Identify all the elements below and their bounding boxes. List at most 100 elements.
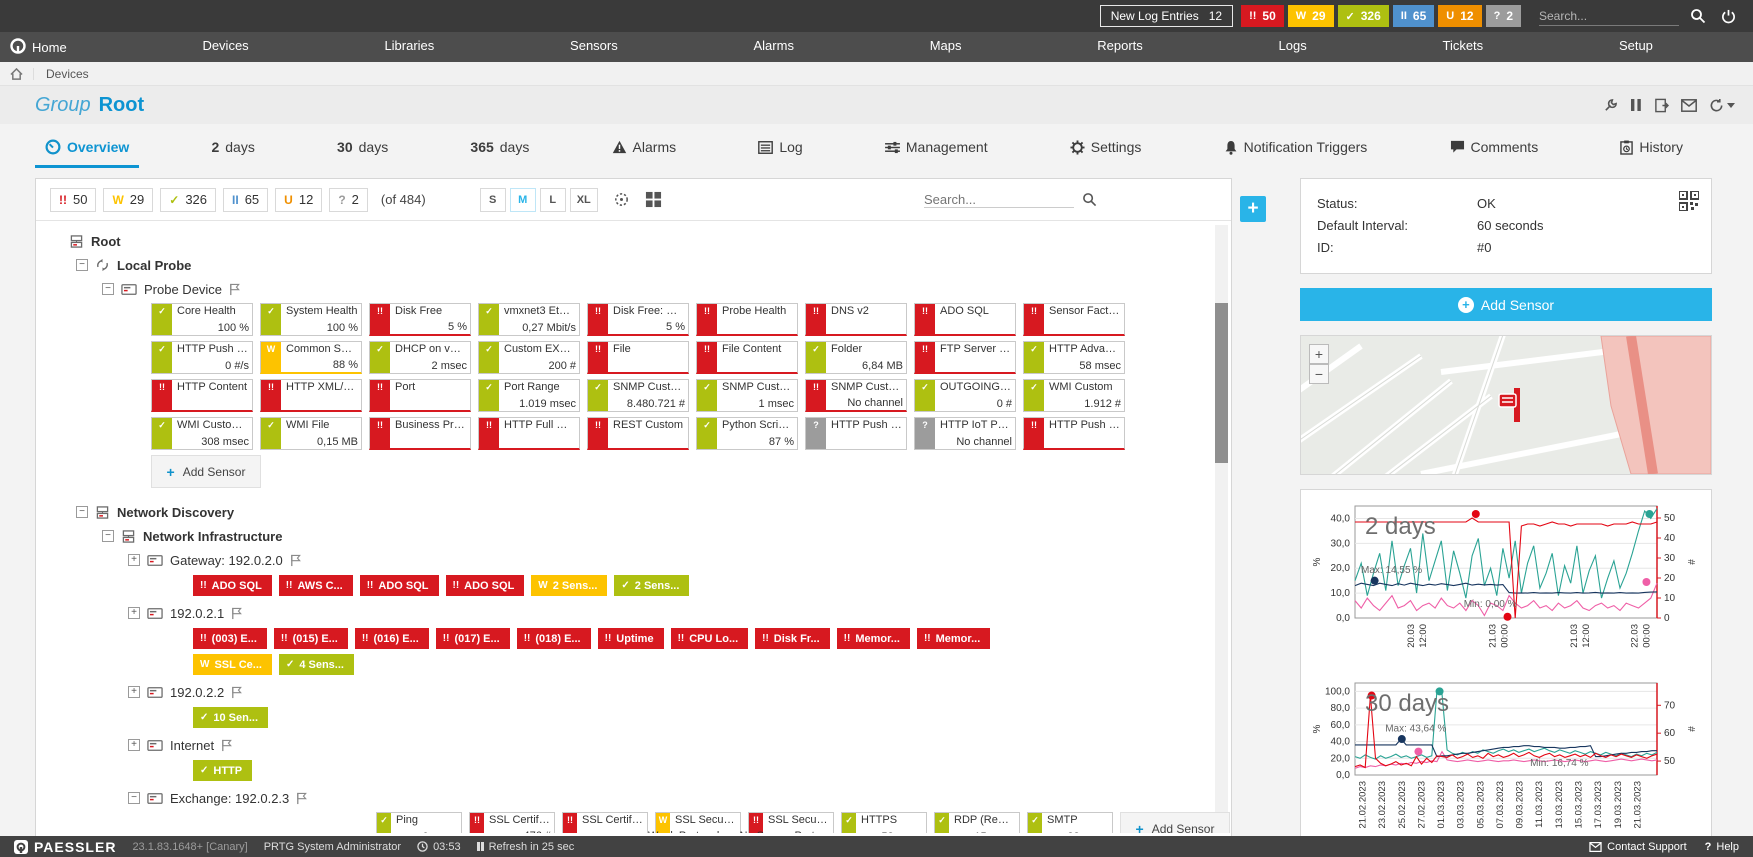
sensor-tile[interactable]: !! Disk Free 5 % bbox=[369, 303, 471, 336]
sensor-tile[interactable]: ✓ SMTP 23 msec bbox=[1027, 812, 1113, 833]
size-button-xl[interactable]: XL bbox=[569, 187, 598, 212]
tree-scrollbar-thumb[interactable] bbox=[1215, 303, 1228, 463]
sensor-tile[interactable]: !! File Content bbox=[696, 341, 798, 374]
tree-toggle-collapse[interactable]: − bbox=[102, 283, 114, 295]
sensor-chip[interactable]: !! Disk Fr... bbox=[755, 628, 830, 649]
tree-node-label[interactable]: Local Probe bbox=[117, 257, 192, 273]
sensor-tile[interactable]: ✓ RDP (Remote ... 15 msec bbox=[934, 812, 1020, 833]
logged-in-user[interactable]: PRTG System Administrator bbox=[263, 840, 402, 853]
status-badge-?-5[interactable]: ? 2 bbox=[1485, 5, 1521, 27]
pause-icon[interactable] bbox=[1630, 98, 1642, 112]
sensor-chip[interactable]: !! (003) E... bbox=[193, 628, 267, 649]
paessler-logo[interactable]: PAESSLER bbox=[14, 839, 116, 855]
sensor-tile[interactable]: !! SSL Security C... No Secure Proto... bbox=[740, 812, 834, 833]
sensor-tile[interactable]: !! Probe Health bbox=[696, 303, 798, 336]
tab-history[interactable]: History bbox=[1610, 131, 1693, 168]
qr-code-icon[interactable] bbox=[1678, 190, 1700, 216]
status-badge-W-1[interactable]: W 29 bbox=[103, 187, 154, 212]
tree-node-label[interactable]: Gateway: 192.0.2.0 bbox=[170, 552, 283, 568]
nav-item-devices[interactable]: Devices bbox=[192, 38, 258, 53]
tools-wrench-icon[interactable] bbox=[1603, 98, 1618, 113]
sensor-tile[interactable]: !! Disk Free: C:\ L... 5 % bbox=[587, 303, 689, 336]
sensor-tile[interactable]: ? HTTP IoT Push... No channel bbox=[914, 417, 1016, 450]
sensor-tile[interactable]: !! Business Proc... bbox=[369, 417, 471, 450]
size-button-s[interactable]: S bbox=[479, 187, 506, 212]
chart-30-days[interactable]: 0,0 20,0 40,0 60,0 80,0 100,0 50 60 70 Max: 43,64… bbox=[1309, 675, 1701, 851]
add-sensor-tile[interactable]: + Add Sensor bbox=[151, 455, 261, 488]
nav-item-logs[interactable]: Logs bbox=[1269, 38, 1317, 53]
global-search-input[interactable] bbox=[1539, 6, 1679, 26]
sensor-tile[interactable]: ? HTTP Push Data bbox=[805, 417, 907, 450]
tree-toggle-collapse[interactable]: − bbox=[76, 506, 88, 518]
tree-search-input[interactable] bbox=[924, 191, 1074, 208]
chart-2-days[interactable]: 0,0 10,0 20,0 30,0 40,0 0 10 20 30 40 50 Max: 14,55… bbox=[1309, 498, 1701, 670]
search-icon[interactable] bbox=[1082, 192, 1097, 207]
status-badge-?-5[interactable]: ? 2 bbox=[329, 187, 368, 212]
help-link[interactable]: ? Help bbox=[1705, 841, 1739, 853]
size-button-l[interactable]: L bbox=[539, 187, 566, 212]
refresh-caret-icon[interactable] bbox=[1727, 102, 1735, 108]
tree-toggle-expand[interactable]: + bbox=[128, 607, 140, 619]
sensor-tile[interactable]: ✓ Core Health 100 % bbox=[151, 303, 253, 336]
sensor-tile[interactable]: !! File bbox=[587, 341, 689, 374]
sensor-chip[interactable]: ✓ 2 Sens... bbox=[614, 575, 690, 596]
nav-item-setup[interactable]: Setup bbox=[1609, 38, 1663, 53]
sensor-tile[interactable]: !! Port bbox=[369, 379, 471, 412]
tree-toggle-collapse[interactable]: − bbox=[128, 792, 140, 804]
sensor-tile[interactable]: ✓ OUTGOING/All... 0 # bbox=[914, 379, 1016, 412]
sensor-tile[interactable]: ✓ HTTPS 52 msec bbox=[841, 812, 927, 833]
tree-toggle-expand[interactable]: + bbox=[128, 554, 140, 566]
sensor-tile[interactable]: ✓ Port Range 1.019 msec bbox=[478, 379, 580, 412]
sensor-tile[interactable]: W Common SaaS... 88 % bbox=[260, 341, 362, 374]
logout-power-icon[interactable] bbox=[1717, 5, 1739, 27]
sensor-tile[interactable]: ✓ Ping 0 msec bbox=[376, 812, 462, 833]
status-badge--2[interactable]: ✓ 326 bbox=[160, 187, 217, 212]
tree-toggle-collapse[interactable]: − bbox=[76, 259, 88, 271]
sensor-chip[interactable]: ✓ 10 Sen... bbox=[193, 707, 269, 728]
status-badge-U-4[interactable]: U 12 bbox=[1438, 5, 1482, 27]
search-icon[interactable] bbox=[1687, 5, 1709, 27]
nav-item-reports[interactable]: Reports bbox=[1087, 38, 1153, 53]
sensor-chip[interactable]: ✓ HTTP bbox=[193, 760, 253, 781]
arrange-icon[interactable] bbox=[613, 191, 630, 208]
sensor-tile[interactable]: !! ADO SQL bbox=[914, 303, 1016, 336]
tree-node-label[interactable]: Internet bbox=[170, 737, 215, 753]
sensor-tile[interactable]: !! SSL Certificate... -476 # bbox=[469, 812, 555, 833]
breadcrumb-item-devices[interactable]: Devices bbox=[46, 66, 89, 81]
sensor-chip[interactable]: W SSL Ce... bbox=[193, 654, 272, 675]
new-log-entries-button[interactable]: New Log Entries 12 bbox=[1099, 5, 1234, 27]
status-badge-II-3[interactable]: II 65 bbox=[1392, 5, 1435, 27]
tab-alarms[interactable]: Alarms bbox=[602, 131, 687, 168]
sensor-chip[interactable]: !! (018) E... bbox=[516, 628, 591, 649]
status-badge--2[interactable]: ✓ 326 bbox=[1337, 5, 1389, 27]
sensor-chip[interactable]: !! ADO SQL bbox=[359, 575, 439, 596]
status-badge-U-4[interactable]: U 12 bbox=[275, 187, 323, 212]
sensor-tile[interactable]: ✓ SNMP Custom... 1 msec bbox=[696, 379, 798, 412]
notification-envelope-icon[interactable] bbox=[1681, 98, 1697, 112]
sensor-chip[interactable]: !! ADO SQL bbox=[193, 575, 272, 596]
sensor-chip[interactable]: W 2 Sens... bbox=[531, 575, 608, 596]
map-zoom-in-button[interactable]: + bbox=[1309, 344, 1329, 364]
nav-item-tickets[interactable]: Tickets bbox=[1432, 38, 1493, 53]
tree-node-label[interactable]: Network Discovery bbox=[117, 504, 235, 520]
sensor-tile[interactable]: !! HTTP Content bbox=[151, 379, 253, 412]
sensor-tile[interactable]: !! Sensor Factory bbox=[1023, 303, 1125, 336]
tree-node-label[interactable]: 192.0.2.1 bbox=[170, 605, 225, 621]
pause-refresh-icon[interactable] bbox=[476, 842, 484, 851]
sensor-tile[interactable]: ✓ Python Script ... 87 % bbox=[696, 417, 798, 450]
tab-settings[interactable]: Settings bbox=[1060, 131, 1152, 168]
sensor-chip[interactable]: !! ADO SQL bbox=[445, 575, 525, 596]
tab-comments[interactable]: Comments bbox=[1440, 131, 1549, 168]
size-button-m[interactable]: M bbox=[509, 187, 536, 212]
sensor-tile[interactable]: ✓ vmxnet3 Ether... 0,27 Mbit/s bbox=[478, 303, 580, 336]
sensor-chip[interactable]: !! Uptime bbox=[597, 628, 664, 649]
sensor-tile[interactable]: ✓ Folder 6,84 MB bbox=[805, 341, 907, 374]
tab-days[interactable]: 30 days bbox=[327, 131, 398, 168]
sensor-chip[interactable]: ✓ 4 Sens... bbox=[278, 654, 354, 675]
home-icon[interactable] bbox=[0, 67, 34, 80]
sensor-tile[interactable]: ✓ Custom EXE/S... 200 # bbox=[478, 341, 580, 374]
contact-support-link[interactable]: Contact Support bbox=[1589, 841, 1687, 853]
report-icon[interactable] bbox=[1654, 98, 1669, 113]
tab-days[interactable]: 365 days bbox=[460, 131, 539, 168]
tree-scrollbar[interactable] bbox=[1215, 225, 1228, 825]
